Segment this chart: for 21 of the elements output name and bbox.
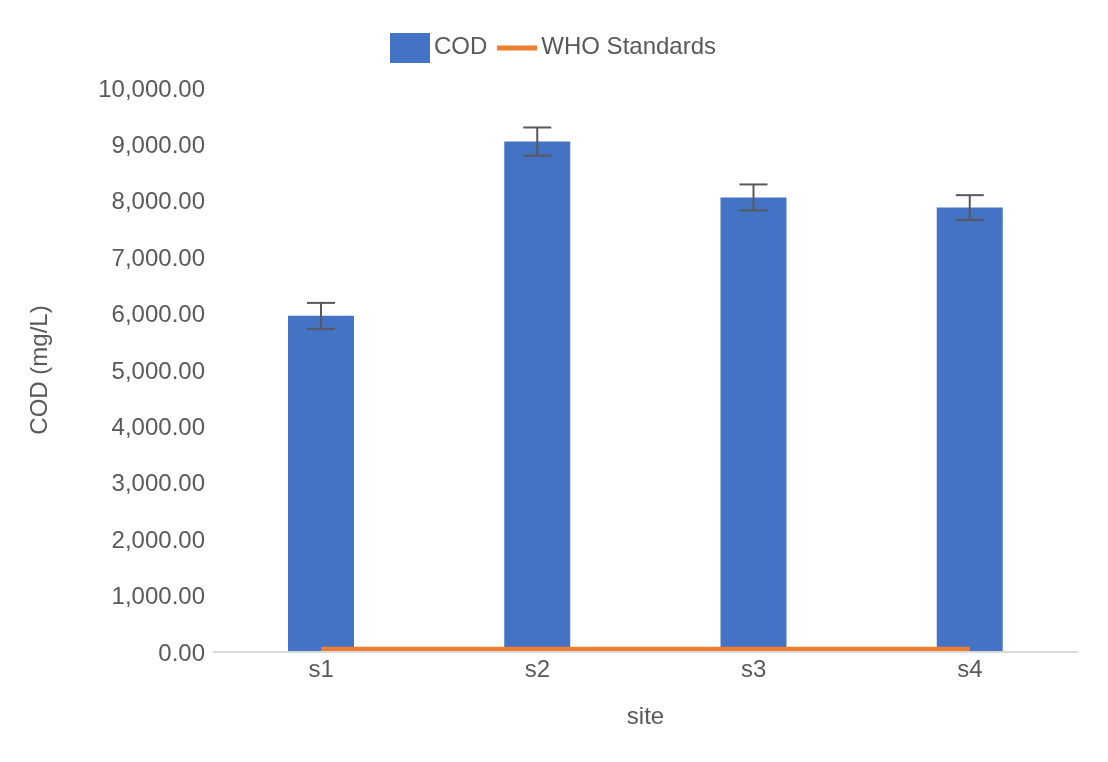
y-tick-label: 8,000.00: [111, 187, 205, 215]
x-tick-label: s1: [308, 655, 334, 683]
y-tick-label: 4,000.00: [111, 412, 205, 440]
bar: [288, 315, 354, 652]
y-axis-title: COD (mg/L): [24, 305, 52, 435]
x-tick-label: s3: [740, 655, 767, 683]
x-tick-label: s4: [957, 655, 983, 683]
bar: [936, 207, 1003, 652]
y-tick-label: 10,000.00: [98, 74, 205, 102]
x-axis-title: site: [626, 702, 665, 729]
legend-label: WHO Standards: [541, 32, 717, 60]
y-tick-label: 9,000.00: [111, 130, 205, 158]
y-tick-label: 3,000.00: [111, 469, 205, 497]
y-tick-label: 1,000.00: [111, 582, 205, 610]
y-tick-label: 6,000.00: [111, 300, 205, 328]
y-tick-label: 7,000.00: [111, 243, 205, 271]
legend-label: COD: [433, 32, 488, 60]
y-tick-label: 5,000.00: [111, 356, 205, 384]
y-tick-label: 0.00: [158, 638, 205, 666]
x-tick-label: s2: [524, 655, 551, 683]
y-tick-label: 2,000.00: [111, 525, 205, 553]
